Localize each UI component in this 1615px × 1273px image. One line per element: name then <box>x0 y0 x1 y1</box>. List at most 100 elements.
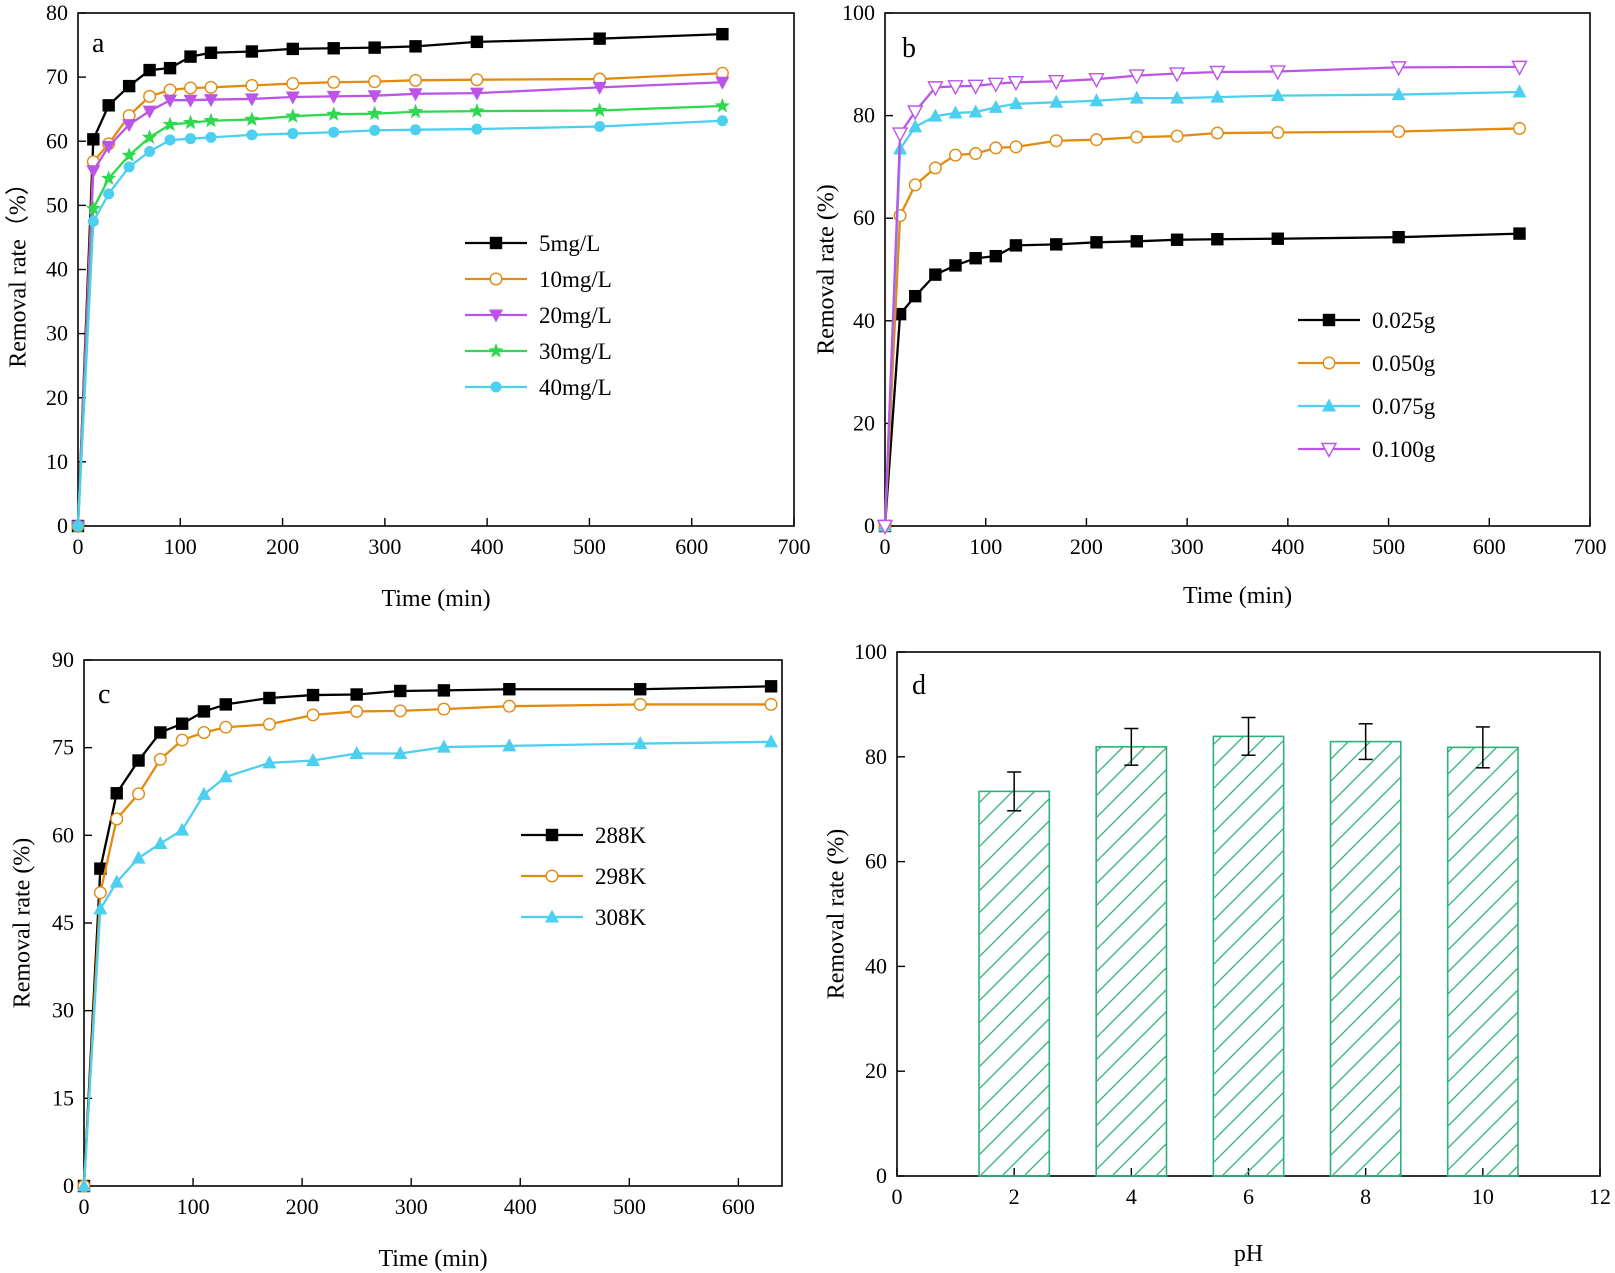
y-tick-label: 60 <box>46 128 68 153</box>
x-tick-label: 2 <box>1009 1184 1020 1209</box>
legend-label: 0.025g <box>1372 308 1436 333</box>
data-point <box>327 75 341 89</box>
data-point <box>368 41 381 54</box>
y-tick-label: 60 <box>52 822 74 847</box>
data-point <box>949 148 963 162</box>
panel-letter: a <box>92 28 105 59</box>
data-point <box>245 45 259 58</box>
x-tick-label: 100 <box>177 1194 210 1219</box>
series-line <box>76 33 723 527</box>
series-line <box>883 65 1520 527</box>
y-tick-label: 20 <box>46 385 68 410</box>
x-tick-label: 6 <box>1243 1184 1254 1209</box>
data-point <box>909 289 922 303</box>
y-tick-label: 45 <box>52 910 74 935</box>
y-tick-label: 0 <box>864 513 875 538</box>
data-point <box>286 77 300 91</box>
bar <box>1329 740 1402 1177</box>
data-point <box>141 129 158 144</box>
bar-group <box>1446 726 1519 1177</box>
y-tick-label: 80 <box>46 0 68 25</box>
data-point <box>369 124 381 136</box>
data-point <box>87 133 100 146</box>
data-point <box>103 188 115 200</box>
data-point <box>1009 140 1023 154</box>
data-point <box>469 103 485 118</box>
data-point <box>927 81 944 97</box>
bar-group <box>1095 727 1168 1177</box>
legend-marker <box>489 236 503 250</box>
data-point <box>328 126 340 138</box>
x-tick-label: 10 <box>1472 1184 1494 1209</box>
x-tick-label: 700 <box>778 534 811 559</box>
y-tick-label: 60 <box>865 849 887 874</box>
panel-letter: d <box>912 670 926 701</box>
series-40mg-l <box>72 115 728 532</box>
data-point <box>1390 61 1407 77</box>
data-point <box>1269 65 1286 81</box>
data-point <box>969 252 982 265</box>
data-point <box>285 108 301 123</box>
series-line <box>82 740 772 1187</box>
data-point <box>93 901 108 915</box>
data-point <box>1271 232 1284 245</box>
data-point <box>947 80 964 96</box>
y-tick-label: 20 <box>853 410 875 435</box>
data-point <box>77 1178 91 1192</box>
data-point <box>949 259 962 272</box>
y-axis-title: Removal rate (%) <box>10 838 36 1009</box>
data-point <box>1392 125 1406 139</box>
data-point <box>928 161 942 175</box>
series-line <box>76 81 723 527</box>
data-point <box>204 80 218 94</box>
data-point <box>262 755 277 769</box>
data-point <box>470 73 484 87</box>
data-point <box>184 81 198 95</box>
data-point <box>1089 133 1103 147</box>
x-tick-label: 0 <box>892 1184 903 1209</box>
data-point <box>1512 84 1527 98</box>
data-point <box>1049 134 1063 148</box>
data-point <box>101 140 116 154</box>
legend-marker <box>1322 398 1336 412</box>
data-point <box>122 79 136 93</box>
data-point <box>219 698 232 711</box>
data-point <box>163 61 177 75</box>
y-axis-title: Removal rate (%) <box>824 829 850 1000</box>
data-point <box>928 108 943 122</box>
x-tick-label: 600 <box>675 534 708 559</box>
y-tick-label: 40 <box>46 257 68 282</box>
data-point <box>144 146 156 158</box>
y-tick-label: 90 <box>52 647 74 672</box>
series-line <box>883 232 1520 527</box>
series-5mg-l <box>71 27 729 533</box>
y-tick-label: 10 <box>46 449 68 474</box>
data-point <box>286 42 299 56</box>
data-point <box>714 97 731 113</box>
x-tick-label: 400 <box>471 534 504 559</box>
x-tick-label: 8 <box>1360 1184 1371 1209</box>
panel-d-removal-vs-ph: 0 2 4 6 8 10 12 0 20 40 60 80 100 pH Removal rate (%) d <box>824 639 1612 1267</box>
data-point <box>1209 65 1226 81</box>
data-point <box>1392 230 1405 244</box>
x-tick-label: 200 <box>286 1194 319 1219</box>
data-point <box>203 94 218 108</box>
data-point <box>764 734 779 748</box>
y-tick-label: 100 <box>842 0 875 25</box>
series-line <box>883 90 1520 527</box>
data-point <box>715 76 730 90</box>
legend-entry: 40mg/L <box>465 375 612 400</box>
data-point <box>908 178 922 192</box>
legend-label: 308K <box>595 905 647 930</box>
data-point <box>196 786 211 800</box>
x-axis-title: Time (min) <box>381 586 490 612</box>
data-point <box>110 812 124 826</box>
data-point <box>72 520 84 532</box>
y-tick-label: 40 <box>853 308 875 333</box>
x-tick-label: 4 <box>1126 1184 1137 1209</box>
bar-group <box>1329 723 1402 1177</box>
x-tick-label: 100 <box>969 534 1002 559</box>
y-axis-title: Removal rate（%） <box>6 171 32 368</box>
series-line <box>76 104 723 527</box>
x-tick-label: 400 <box>504 1194 537 1219</box>
